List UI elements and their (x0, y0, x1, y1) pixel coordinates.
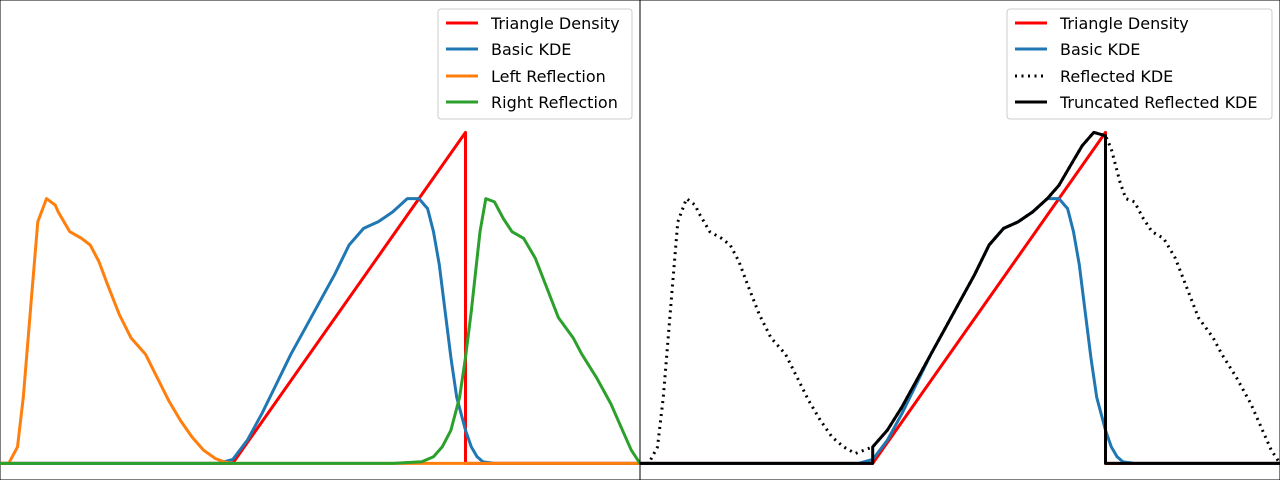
right-plot-panel: Triangle Density Basic KDE Reflected KDE… (639, 0, 1280, 480)
right-legend-label-truncated-reflected-kde: Truncated Reflected KDE (1059, 93, 1257, 112)
right-legend-label-triangle-density: Triangle Density (1059, 14, 1189, 33)
right-legend-label-basic-kde: Basic KDE (1060, 40, 1140, 59)
right-legend-label-reflected-kde: Reflected KDE (1060, 67, 1173, 86)
right-series-line-truncated-reflected-kde (640, 130, 1280, 465)
left-series-group (0, 130, 642, 465)
left-plot-panel: Triangle Density Basic KDE Left Reflecti… (0, 0, 642, 480)
left-legend-label-basic-kde: Basic KDE (491, 40, 571, 59)
right-series-group (640, 130, 1280, 465)
left-legend-label-left-reflection: Left Reflection (491, 67, 606, 86)
left-series-line-left-reflection (0, 197, 640, 465)
left-legend: Triangle Density Basic KDE Left Reflecti… (437, 8, 633, 120)
left-legend-label-triangle-density: Triangle Density (490, 14, 620, 33)
left-legend-label-right-reflection: Right Reflection (491, 93, 618, 112)
left-legend-box (437, 8, 633, 120)
right-legend: Triangle Density Basic KDE Reflected KDE… (1006, 8, 1273, 120)
left-series-line-right-reflection (0, 197, 642, 465)
right-legend-box (1006, 8, 1273, 120)
left-series-line-basic-kde (0, 197, 640, 465)
